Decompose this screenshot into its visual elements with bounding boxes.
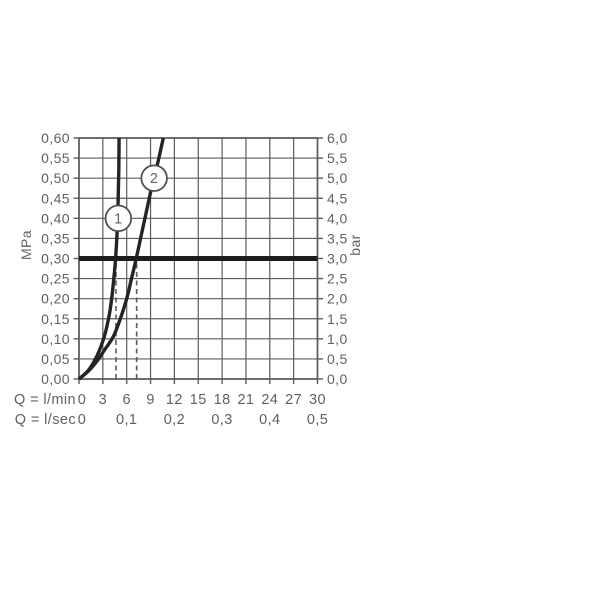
y-axis-right-tick-label: 1,5 (327, 311, 348, 327)
y-axis-left-tick-label: 0,50 (41, 170, 70, 186)
x-axis-lmin-tick-label: 27 (285, 392, 302, 408)
curve-label-circle-2 (140, 164, 168, 192)
y-axis-left-tick-label: 0,45 (41, 190, 70, 206)
y-axis-left-tick-label: 0,30 (41, 251, 70, 267)
y-axis-left-tick-label: 0,35 (41, 230, 70, 246)
x-axis-lsec-tick-label: 0,5 (307, 412, 328, 428)
x-axis-lmin-tick-label: 6 (122, 392, 130, 408)
x-axis-lmin-tick-label: 30 (309, 392, 326, 408)
y-axis-right-tick-label: 6,0 (327, 130, 348, 146)
y-axis-left-tick-label: 0,25 (41, 271, 70, 287)
x-axis-lmin-tick-label: 12 (166, 392, 183, 408)
y-axis-right-tick-label: 3,0 (327, 251, 348, 267)
y-axis-left-tick-label: 0,40 (41, 210, 70, 226)
curve-label-number-2: 2 (150, 171, 158, 187)
x-axis-lmin-tick-label: 21 (237, 392, 254, 408)
y-axis-right-tick-label: 0,0 (327, 371, 348, 387)
y-axis-right-tick-label: 4,5 (327, 190, 348, 206)
x-axis-lmin-tick-label: 3 (99, 392, 107, 408)
y-axis-right-tick-label: 5,5 (327, 150, 348, 166)
y-axis-left-tick-label: 0,20 (41, 291, 70, 307)
x-axis-lsec-tick-label: 0,3 (211, 412, 232, 428)
y-axis-right-tick-label: 2,5 (327, 271, 348, 287)
curve-label-number-1: 1 (114, 211, 122, 227)
y-axis-left-tick-label: 0,15 (41, 311, 70, 327)
x-axis-lsec-tick-label: 0 (78, 412, 86, 428)
y-axis-right-tick-label: 0,5 (327, 351, 348, 367)
y-axis-left-tick-label: 0,60 (41, 130, 70, 146)
x-axis-lmin-tick-label: 18 (214, 392, 231, 408)
x-axis-lsec-tick-label: 0,1 (116, 412, 137, 428)
y-axis-left-tick-label: 0,55 (41, 150, 70, 166)
y-axis-left-tick-label: 0,05 (41, 351, 70, 367)
x-axis-lsec-tick-label: 0,2 (164, 412, 185, 428)
x-axis-lmin-tick-label: 24 (261, 392, 278, 408)
x-axis-row1-label: Q = l/min (14, 392, 76, 408)
x-axis-lmin-tick-label: 15 (190, 392, 207, 408)
y-axis-right-tick-label: 5,0 (327, 170, 348, 186)
x-axis-lsec-tick-label: 0,4 (259, 412, 280, 428)
y-axis-left-unit-label: MPa (18, 230, 34, 260)
y-axis-right-tick-label: 3,5 (327, 230, 348, 246)
x-axis-lmin-tick-label: 0 (78, 392, 86, 408)
x-axis-row2-label: Q = l/sec (15, 412, 76, 428)
x-axis-lmin-tick-label: 9 (146, 392, 154, 408)
y-axis-right-tick-label: 2,0 (327, 291, 348, 307)
y-axis-right-unit-label: bar (347, 234, 363, 255)
y-axis-left-tick-label: 0,00 (41, 371, 70, 387)
y-axis-right-tick-label: 1,0 (327, 331, 348, 347)
y-axis-left-tick-label: 0,10 (41, 331, 70, 347)
curve-label-circle-1 (104, 204, 133, 233)
y-axis-right-tick-label: 4,0 (327, 210, 348, 226)
